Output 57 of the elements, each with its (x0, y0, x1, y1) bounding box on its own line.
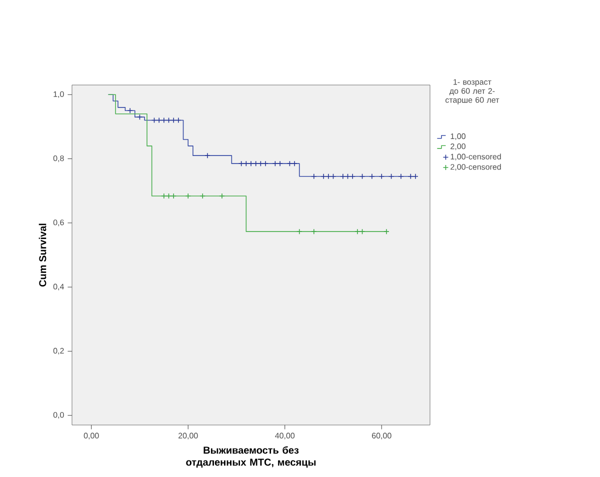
x-tick-label: 20,00 (178, 432, 198, 440)
point (378, 174, 385, 180)
point (248, 160, 254, 166)
y-tick-label: 1,0 (54, 91, 64, 98)
point (344, 174, 351, 180)
point (166, 117, 172, 124)
point (170, 117, 176, 124)
point (310, 228, 317, 234)
point (412, 174, 418, 180)
legend-label: 1,00-censored (450, 154, 501, 160)
x-tick-label: 40,00 (275, 432, 295, 440)
point (326, 174, 332, 180)
y-tick-label: 0,8 (53, 155, 64, 162)
legend-label: 2,00-censored (450, 164, 501, 171)
point (296, 228, 302, 234)
point (127, 108, 133, 114)
point (330, 174, 336, 180)
point (354, 228, 360, 234)
point (286, 160, 293, 166)
point (310, 174, 317, 180)
y-tick-label: 0,6 (53, 220, 64, 226)
x-tick-label: 60,00 (372, 432, 392, 440)
y-tick-label: 0,2 (53, 348, 64, 355)
point (136, 114, 143, 120)
point (161, 193, 167, 199)
point (320, 174, 326, 180)
legend-title: 1- возраст до 60 лет 2- старше 60 лет (446, 79, 500, 104)
point (262, 160, 268, 166)
y-axis-title: Cum Survival (38, 224, 46, 287)
x-axis-title: Выживаемость без отдаленных МТС, месяцы (186, 446, 316, 468)
x-tick-label: 0,00 (84, 432, 99, 440)
point (340, 174, 346, 180)
y-tick-label: 0,0 (53, 412, 64, 419)
point (200, 193, 206, 199)
point (151, 117, 158, 124)
point (176, 117, 182, 124)
point (166, 193, 172, 199)
point (219, 193, 225, 199)
point (398, 174, 404, 180)
point (161, 117, 167, 124)
legend-label: 1,00 (450, 133, 466, 140)
point (156, 117, 162, 124)
point (369, 174, 375, 180)
point (185, 193, 192, 199)
point (388, 174, 394, 180)
point (359, 174, 366, 180)
legend-label: 2,00 (450, 143, 466, 150)
point (277, 160, 283, 166)
point (408, 174, 414, 180)
point (204, 152, 210, 158)
point (292, 160, 298, 166)
point (359, 228, 366, 234)
point (384, 228, 390, 234)
point (238, 160, 244, 166)
y-tick-label: 0,4 (53, 284, 64, 290)
point (350, 174, 356, 180)
point (170, 193, 176, 199)
